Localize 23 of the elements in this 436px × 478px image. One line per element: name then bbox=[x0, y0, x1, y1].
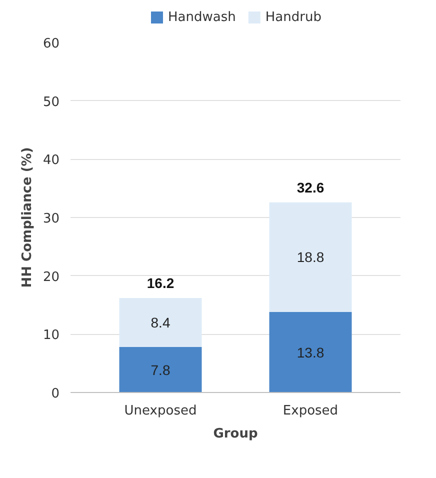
y-tick-label: 20 bbox=[42, 270, 60, 285]
y-axis-title: HH Compliance (%) bbox=[20, 147, 35, 288]
data-label: 7.8 bbox=[150, 362, 170, 378]
legend-label: Handwash bbox=[168, 10, 236, 25]
x-tick-label: Exposed bbox=[282, 404, 338, 418]
y-tick-label: 60 bbox=[42, 36, 60, 52]
y-tick-label: 30 bbox=[42, 212, 60, 226]
legend-label: Handrub bbox=[265, 10, 322, 25]
total-label: 32.6 bbox=[296, 179, 324, 196]
data-label: 13.8 bbox=[296, 344, 324, 360]
y-tick-label: 0 bbox=[51, 386, 60, 402]
data-label: 18.8 bbox=[296, 249, 324, 266]
bar bbox=[269, 312, 352, 392]
x-tick-label: Unexposed bbox=[124, 404, 197, 418]
bar bbox=[119, 347, 202, 392]
y-tick-label: 40 bbox=[42, 153, 60, 168]
data-label: 8.4 bbox=[150, 314, 170, 330]
total-label: 16.2 bbox=[146, 275, 174, 291]
x-axis-title: Group bbox=[213, 426, 258, 442]
y-tick-label: 50 bbox=[42, 94, 60, 110]
bar bbox=[269, 202, 352, 312]
y-tick-label: 10 bbox=[42, 328, 60, 344]
bar bbox=[119, 298, 202, 347]
